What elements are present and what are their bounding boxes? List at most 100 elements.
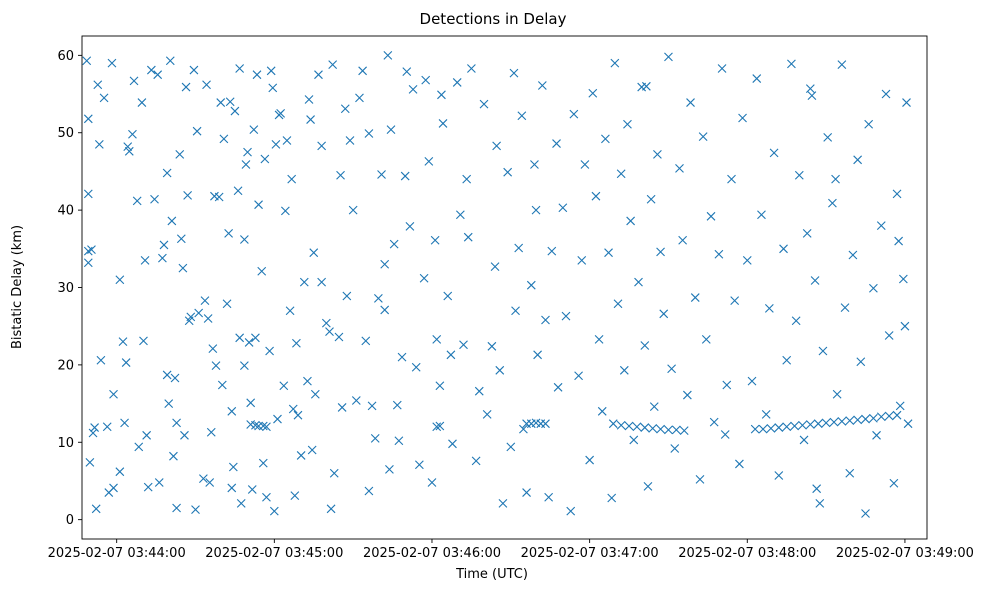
detection-marker — [228, 462, 238, 472]
detection-marker — [876, 221, 886, 230]
detection-marker — [656, 424, 665, 434]
detection-marker — [189, 65, 199, 75]
detection-marker — [282, 136, 292, 145]
detection-marker — [597, 406, 607, 416]
detection-marker — [514, 243, 524, 253]
detection-marker — [463, 232, 473, 242]
detection-marker — [829, 417, 839, 427]
detection-marker — [121, 358, 131, 367]
detection-marker — [258, 458, 268, 468]
detection-marker — [750, 424, 760, 434]
detection-marker — [276, 108, 286, 118]
detection-marker — [828, 198, 837, 208]
detection-marker — [632, 422, 642, 432]
detection-marker — [664, 52, 673, 62]
detection-marker — [443, 291, 453, 301]
detection-marker — [82, 56, 92, 66]
detection-marker — [170, 373, 180, 383]
detection-marker — [222, 299, 232, 309]
detection-marker — [192, 126, 202, 136]
detection-marker — [165, 56, 175, 66]
detection-marker — [533, 350, 542, 360]
detection-marker — [580, 160, 590, 169]
detection-marker — [679, 426, 689, 436]
x-tick-label: 2025-02-07 03:45:00 — [205, 546, 343, 561]
detection-marker — [408, 85, 418, 94]
detection-marker — [446, 350, 456, 360]
detection-marker — [414, 460, 424, 470]
detection-marker — [774, 471, 784, 480]
detection-marker — [818, 346, 828, 356]
detection-marker — [254, 200, 263, 210]
detection-marker — [471, 456, 481, 466]
detection-marker — [479, 99, 489, 109]
detection-marker — [675, 163, 684, 173]
chart-title: Detections in Delay — [420, 10, 567, 28]
detection-marker — [137, 98, 147, 107]
detection-marker — [334, 332, 344, 342]
detection-marker — [373, 293, 383, 303]
detection-marker — [154, 478, 164, 487]
detection-marker — [380, 305, 390, 315]
detection-marker — [206, 427, 216, 437]
detection-marker — [864, 119, 874, 129]
detection-marker — [430, 235, 440, 245]
detection-marker — [690, 293, 700, 302]
y-tick-label: 10 — [57, 436, 74, 451]
detection-marker — [437, 90, 446, 100]
detection-marker — [169, 451, 178, 461]
detection-marker — [869, 283, 878, 293]
detection-marker — [541, 315, 550, 325]
detection-marker — [102, 422, 112, 432]
detection-marker — [180, 430, 189, 440]
detection-marker — [235, 333, 245, 343]
detection-marker — [307, 445, 317, 455]
detection-marker — [115, 467, 125, 477]
y-tick-label: 40 — [57, 204, 74, 219]
detection-marker — [83, 114, 93, 124]
detection-marker — [299, 277, 309, 287]
detection-marker — [202, 80, 211, 90]
detection-marker — [900, 321, 910, 331]
detection-marker — [389, 239, 399, 249]
detection-marker — [845, 416, 855, 425]
detection-marker — [303, 376, 312, 386]
detection-marker — [624, 421, 634, 431]
detection-marker — [813, 419, 823, 429]
detection-marker — [120, 418, 129, 428]
y-tick-label: 60 — [57, 49, 74, 64]
detection-marker — [397, 352, 407, 362]
detection-marker — [203, 314, 213, 323]
detection-marker — [364, 129, 374, 138]
detection-marker — [727, 174, 736, 184]
detection-marker — [162, 168, 172, 178]
detection-marker — [370, 434, 380, 443]
x-axis-label: Time (UTC) — [455, 567, 528, 582]
detection-marker — [889, 478, 899, 488]
detection-marker — [194, 308, 204, 318]
detection-marker — [162, 370, 172, 380]
detection-marker — [424, 156, 434, 166]
detection-marker — [861, 414, 870, 424]
detection-marker — [265, 346, 274, 356]
detection-marker — [132, 196, 142, 206]
detection-marker — [181, 82, 191, 92]
detection-marker — [293, 410, 303, 420]
detection-marker — [251, 333, 260, 343]
detection-marker — [892, 189, 902, 199]
detection-marker — [262, 422, 271, 432]
detection-marker — [107, 58, 117, 68]
detection-marker — [487, 341, 497, 351]
detection-marker — [178, 263, 188, 273]
detection-marker — [290, 491, 300, 501]
detection-marker — [544, 492, 554, 502]
detection-marker — [467, 64, 476, 73]
detection-marker — [358, 66, 368, 76]
detection-marker — [537, 81, 547, 90]
detection-marker — [519, 424, 528, 434]
detection-marker — [448, 439, 457, 449]
detection-marker — [653, 150, 662, 159]
detection-marker — [345, 136, 355, 145]
detection-marker — [377, 170, 386, 179]
detection-marker — [142, 430, 152, 440]
